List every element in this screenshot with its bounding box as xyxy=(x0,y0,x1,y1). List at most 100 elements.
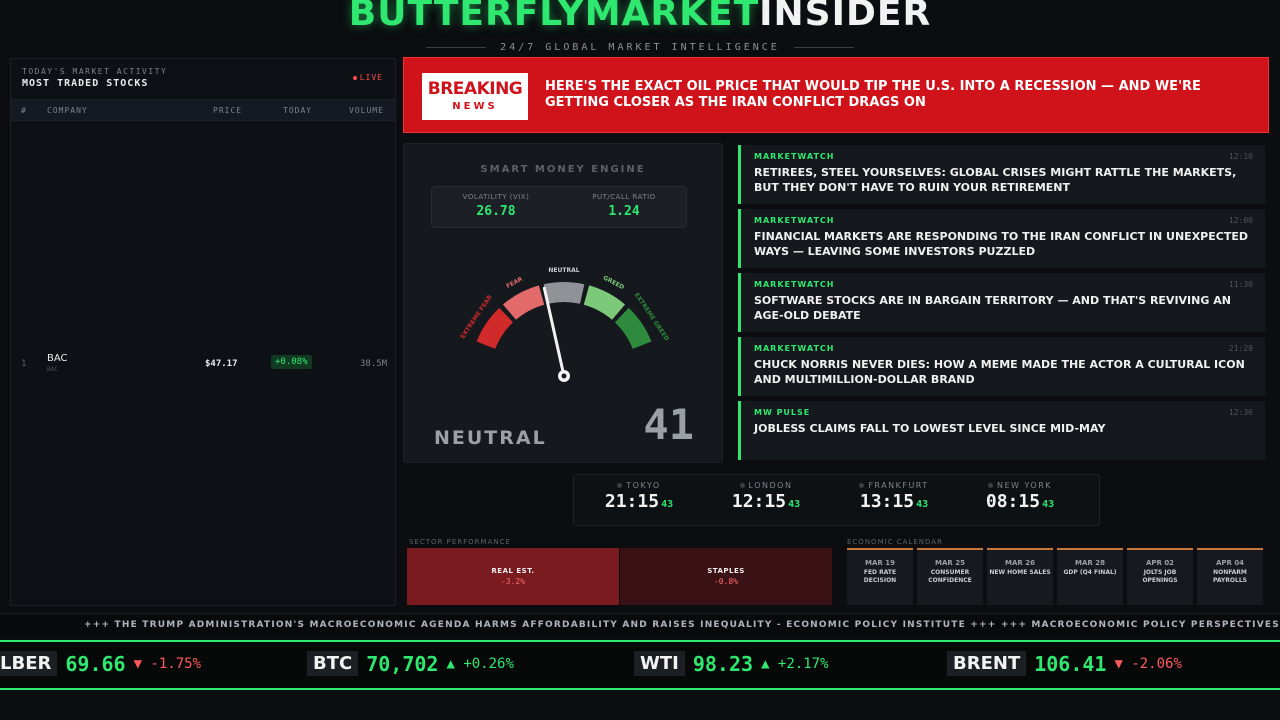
clock-city-label: TOKYO xyxy=(626,481,661,490)
live-badge: LIVE xyxy=(352,73,383,82)
pcr-label: PUT/CALL RATIO xyxy=(592,193,656,201)
news-time: 12:10 xyxy=(1228,152,1253,161)
clock-city: LONDON xyxy=(701,481,831,490)
ticker-quote[interactable]: WTI 98.23 ▲ +2.17% xyxy=(634,651,829,681)
col-volume[interactable]: VOLUME xyxy=(349,106,384,115)
col-today[interactable]: TODAY xyxy=(283,106,313,115)
calendar-item[interactable]: APR 04 NONFARM PAYROLLS xyxy=(1197,548,1263,605)
calendar-date: MAR 26 xyxy=(1005,559,1035,567)
calendar-date: MAR 28 xyxy=(1075,559,1105,567)
clock-tokyo: TOKYO 21:15 43 xyxy=(574,481,704,512)
news-time: 12:36 xyxy=(1228,408,1253,417)
clock-time: 21:15 43 xyxy=(574,491,704,512)
sector-name: STAPLES xyxy=(707,567,745,575)
sector-tile[interactable]: STAPLES -0.8% xyxy=(620,548,832,605)
most-traded-panel: TODAY'S MARKET ACTIVITY MOST TRADED STOC… xyxy=(10,58,396,606)
tagline: 24/7 GLOBAL MARKET INTELLIGENCE xyxy=(0,42,1280,53)
calendar-item[interactable]: MAR 25 CONSUMER CONFIDENCE xyxy=(917,548,983,605)
world-clocks: TOKYO 21:15 43 LONDON 12:15 43 FRANKFURT 1… xyxy=(573,474,1100,526)
clock-dot-icon xyxy=(617,483,623,488)
calendar-item[interactable]: MAR 28 GDP (Q4 FINAL) xyxy=(1057,548,1123,605)
col-company[interactable]: COMPANY xyxy=(47,106,88,115)
gauge-zone-extreme-greed xyxy=(614,307,652,350)
gauge-title: SMART MONEY ENGINE xyxy=(480,164,646,175)
tagline-rule-left xyxy=(426,46,487,48)
news-headline[interactable]: SOFTWARE STOCKS ARE IN BARGAIN TERRITORY… xyxy=(754,294,1231,322)
ticker-quote[interactable]: LBER 69.66 ▼ -1.75% xyxy=(0,651,201,681)
row-change: +0.08% xyxy=(271,355,312,369)
sector-tile[interactable]: REAL EST. -3.2% xyxy=(407,548,619,605)
news-item[interactable]: MARKETWATCH 12:00 FINANCIAL MARKETS ARE … xyxy=(738,209,1265,268)
table-header: # COMPANY PRICE TODAY VOLUME xyxy=(11,99,395,121)
calendar-date: APR 04 xyxy=(1215,559,1245,567)
news-headline[interactable]: JOBLESS CLAIMS FALL TO LOWEST LEVEL SINC… xyxy=(754,422,1106,435)
news-item[interactable]: MARKETWATCH 11:30 SOFTWARE STOCKS ARE IN… xyxy=(738,273,1265,332)
sector-name: REAL EST. xyxy=(491,567,535,575)
quote-price: 70,702 xyxy=(366,651,439,676)
gauge-zone-extreme-fear xyxy=(476,307,514,350)
vix-stat: VOLATILITY (VIX) 26.78 xyxy=(432,193,560,219)
clock-seconds: 43 xyxy=(1042,499,1055,510)
quote-symbol: BRENT xyxy=(947,651,1027,676)
news-headline[interactable]: FINANCIAL MARKETS ARE RESPONDING TO THE … xyxy=(754,230,1248,258)
col-rank[interactable]: # xyxy=(21,106,27,115)
clock-time: 12:15 43 xyxy=(701,491,831,512)
gauge-stats: VOLATILITY (VIX) 26.78 PUT/CALL RATIO 1.… xyxy=(431,186,687,228)
gauge-zone-fear xyxy=(502,285,545,320)
breaking-headline[interactable]: HERE'S THE EXACT OIL PRICE THAT WOULD TI… xyxy=(545,79,1201,110)
quote-symbol: BTC xyxy=(307,651,359,676)
live-dot-icon xyxy=(352,75,357,80)
brand-green: BUTTERFLYMARKET xyxy=(348,0,760,34)
panel-subtitle: TODAY'S MARKET ACTIVITY xyxy=(22,67,168,76)
clock-seconds: 43 xyxy=(916,499,929,510)
news-headline[interactable]: CHUCK NORRIS NEVER DIES: HOW A MEME MADE… xyxy=(754,358,1245,386)
pcr-value: 1.24 xyxy=(608,204,640,219)
calendar-date: MAR 19 xyxy=(865,559,895,567)
breaking-badge-bottom: NEWS xyxy=(452,101,498,112)
news-item[interactable]: MW PULSE 12:36 JOBLESS CLAIMS FALL TO LO… xyxy=(738,401,1265,460)
calendar-item[interactable]: APR 02 JOLTS JOB OPENINGS xyxy=(1127,548,1193,605)
gauge-needle xyxy=(542,286,566,378)
clock-hm: 08:15 xyxy=(985,491,1041,512)
news-source: MARKETWATCH xyxy=(754,152,835,161)
news-item[interactable]: MARKETWATCH 21:29 CHUCK NORRIS NEVER DIE… xyxy=(738,337,1265,396)
row-volume: 38.5M xyxy=(360,359,388,369)
news-headline[interactable]: RETIREES, STEEL YOURSELVES: GLOBAL CRISE… xyxy=(754,166,1237,194)
gauge-zone-greed xyxy=(583,285,626,320)
vix-value: 26.78 xyxy=(476,204,516,219)
clock-time: 13:15 43 xyxy=(829,491,959,512)
breaking-news-banner[interactable]: BREAKING NEWS HERE'S THE EXACT OIL PRICE… xyxy=(403,57,1269,133)
quote-price: 98.23 xyxy=(692,651,754,676)
calendar-item[interactable]: MAR 26 NEW HOME SALES xyxy=(987,548,1053,605)
clock-seconds: 43 xyxy=(661,499,674,510)
tagline-rule-right xyxy=(793,46,854,48)
tagline-text: 24/7 GLOBAL MARKET INTELLIGENCE xyxy=(500,42,780,53)
row-subname: BAC xyxy=(47,366,58,373)
clock-city-label: LONDON xyxy=(748,481,793,490)
quote-change: ▼ -2.06% xyxy=(1114,655,1182,672)
news-item[interactable]: MARKETWATCH 12:10 RETIREES, STEEL YOURSE… xyxy=(738,145,1265,204)
gauge-zone-label: NEUTRAL xyxy=(548,267,579,274)
gauge-zone-label: FEAR xyxy=(505,275,524,290)
clock-dot-icon xyxy=(739,483,745,488)
breaking-badge-top: BREAKING xyxy=(427,79,523,99)
sector-title: SECTOR PERFORMANCE xyxy=(409,538,511,546)
breaking-badge: BREAKING NEWS xyxy=(422,73,528,120)
calendar-event: NEW HOME SALES xyxy=(989,569,1051,576)
quote-change: ▼ -1.75% xyxy=(133,655,202,672)
ticker-quote[interactable]: BRENT 106.41 ▼ -2.06% xyxy=(947,651,1182,681)
sector-change: -0.8% xyxy=(713,577,739,586)
news-source: MW PULSE xyxy=(754,408,811,417)
quote-symbol: WTI xyxy=(634,651,685,676)
row-symbol: BAC xyxy=(47,353,68,364)
ticker-quote[interactable]: BTC 70,702 ▲ +0.26% xyxy=(307,651,514,681)
calendar-title: ECONOMIC CALENDAR xyxy=(847,538,943,546)
table-row[interactable]: 1 BAC BAC $47.17 +0.08% 38.5M xyxy=(11,349,395,379)
clock-city: NEW YORK xyxy=(955,481,1085,490)
calendar-event: CONSUMER CONFIDENCE xyxy=(928,569,972,584)
clock-new-york: NEW YORK 08:15 43 xyxy=(955,481,1085,512)
calendar-item[interactable]: MAR 19 FED RATE DECISION xyxy=(847,548,913,605)
clock-seconds: 43 xyxy=(788,499,801,510)
col-price[interactable]: PRICE xyxy=(213,106,243,115)
calendar-date: APR 02 xyxy=(1145,559,1175,567)
